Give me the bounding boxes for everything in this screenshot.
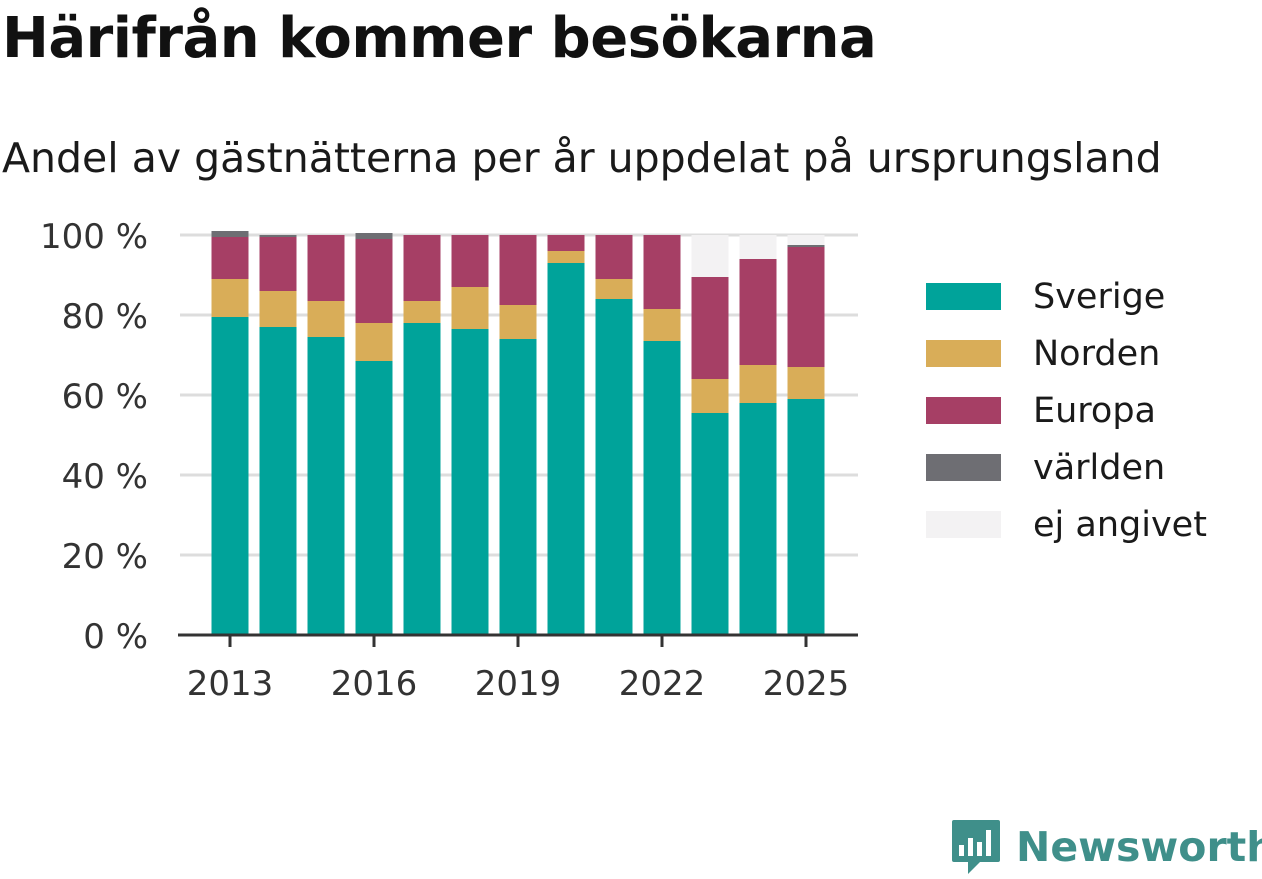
bar-segment-Norden xyxy=(211,279,249,317)
bar-segment-Sverige xyxy=(307,337,345,635)
bar-segment-Norden xyxy=(643,309,681,341)
y-tick-label: 60 % xyxy=(62,377,148,417)
x-tick-label: 2022 xyxy=(619,664,706,704)
bar-segment-Europa xyxy=(739,259,777,365)
bar-segment-Europa xyxy=(403,235,441,301)
bar-segment-Norden xyxy=(595,279,633,299)
legend-item: ej angivet xyxy=(926,496,1207,553)
bar-segment-Sverige xyxy=(691,413,729,635)
bar-segment-Europa xyxy=(259,237,297,291)
y-tick-label: 20 % xyxy=(62,537,148,577)
legend-item: Norden xyxy=(926,325,1207,382)
bar-segment-Norden xyxy=(739,365,777,403)
bar-segment-Norden xyxy=(259,291,297,327)
bar-segment-ej-angivet xyxy=(739,235,777,259)
bar-segment-Norden xyxy=(307,301,345,337)
bar-segment-Norden xyxy=(499,305,537,339)
bar-segment-världen xyxy=(787,245,825,247)
chart-title: Härifrån kommer besökarna xyxy=(2,6,877,71)
bar-segment-Sverige xyxy=(739,403,777,635)
brand-name: Newsworthy xyxy=(1016,823,1262,871)
bar-segment-världen xyxy=(211,231,249,237)
legend-label: Sverige xyxy=(1033,276,1166,317)
axes: 0 % 20 % 40 % 60 % 80 % 100 % 2013 2016 2019 2022… xyxy=(40,217,858,704)
newsworthy-logo-icon xyxy=(952,820,1000,874)
bar-segment-Sverige xyxy=(643,341,681,635)
x-tick-label: 2016 xyxy=(331,664,418,704)
bars xyxy=(211,231,825,635)
bar-segment-Sverige xyxy=(451,329,489,635)
bar-segment-Sverige xyxy=(211,317,249,635)
bar-segment-Europa xyxy=(451,235,489,287)
bar-segment-Sverige xyxy=(499,339,537,635)
x-tick-label: 2013 xyxy=(187,664,274,704)
legend-label: Norden xyxy=(1033,333,1161,374)
legend-swatch xyxy=(926,511,1001,538)
legend-swatch xyxy=(926,397,1001,424)
bar-segment-ej-angivet xyxy=(691,235,729,277)
y-tick-label: 80 % xyxy=(62,297,148,337)
legend-swatch xyxy=(926,454,1001,481)
bar-segment-ej-angivet xyxy=(787,235,825,245)
x-tick-label: 2025 xyxy=(763,664,850,704)
bar-segment-Europa xyxy=(355,239,393,323)
bar-segment-Norden xyxy=(547,251,585,263)
chart-subtitle: Andel av gästnätterna per år uppdelat på… xyxy=(2,134,1162,182)
legend-label: ej angivet xyxy=(1033,504,1207,545)
bar-segment-världen xyxy=(355,233,393,239)
bar-segment-världen xyxy=(259,235,297,237)
brand-logo: Newsworthy xyxy=(950,818,1262,876)
legend-item: världen xyxy=(926,439,1207,496)
y-tick-label: 100 % xyxy=(40,217,148,257)
bar-segment-Norden xyxy=(451,287,489,329)
bar-segment-Norden xyxy=(355,323,393,361)
bar-segment-Sverige xyxy=(547,263,585,635)
legend-label: världen xyxy=(1033,447,1166,488)
bar-segment-Sverige xyxy=(355,361,393,635)
bar-segment-Europa xyxy=(595,235,633,279)
bar-segment-Europa xyxy=(307,235,345,301)
bar-segment-Europa xyxy=(547,235,585,251)
bar-segment-Europa xyxy=(787,247,825,367)
bar-segment-Sverige xyxy=(403,323,441,635)
legend-swatch xyxy=(926,283,1001,310)
legend-label: Europa xyxy=(1033,390,1156,431)
legend-item: Sverige xyxy=(926,268,1207,325)
bar-segment-Sverige xyxy=(595,299,633,635)
legend-swatch xyxy=(926,340,1001,367)
legend: Sverige Norden Europa världen ej angivet xyxy=(926,268,1207,553)
bar-segment-Norden xyxy=(787,367,825,399)
bar-segment-Sverige xyxy=(259,327,297,635)
bar-segment-Sverige xyxy=(787,399,825,635)
y-tick-label: 40 % xyxy=(62,457,148,497)
bar-segment-Norden xyxy=(403,301,441,323)
bar-segment-Europa xyxy=(643,235,681,309)
x-tick-label: 2019 xyxy=(475,664,562,704)
bar-segment-Norden xyxy=(691,379,729,413)
y-tick-label: 0 % xyxy=(83,617,148,657)
bar-segment-Europa xyxy=(211,237,249,279)
bar-segment-Europa xyxy=(499,235,537,305)
bar-segment-Europa xyxy=(691,277,729,379)
legend-item: Europa xyxy=(926,382,1207,439)
